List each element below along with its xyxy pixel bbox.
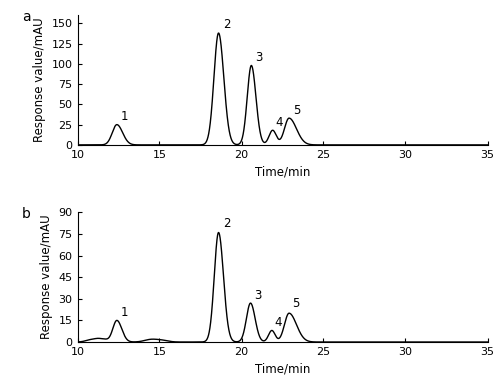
Text: 3: 3 (254, 289, 261, 302)
Y-axis label: Response value/mAU: Response value/mAU (40, 215, 53, 339)
Text: 2: 2 (222, 217, 230, 230)
Text: 4: 4 (274, 316, 282, 329)
Text: 2: 2 (222, 18, 230, 32)
Text: 1: 1 (121, 306, 128, 319)
Text: 5: 5 (293, 103, 300, 117)
Text: a: a (22, 10, 31, 24)
X-axis label: Time/min: Time/min (255, 363, 310, 375)
Text: 5: 5 (292, 297, 300, 310)
Text: 1: 1 (121, 110, 128, 123)
Text: b: b (22, 207, 31, 221)
Y-axis label: Response value/mAU: Response value/mAU (33, 18, 46, 142)
X-axis label: Time/min: Time/min (255, 165, 310, 178)
Text: 4: 4 (275, 116, 282, 129)
Text: 3: 3 (256, 51, 263, 64)
